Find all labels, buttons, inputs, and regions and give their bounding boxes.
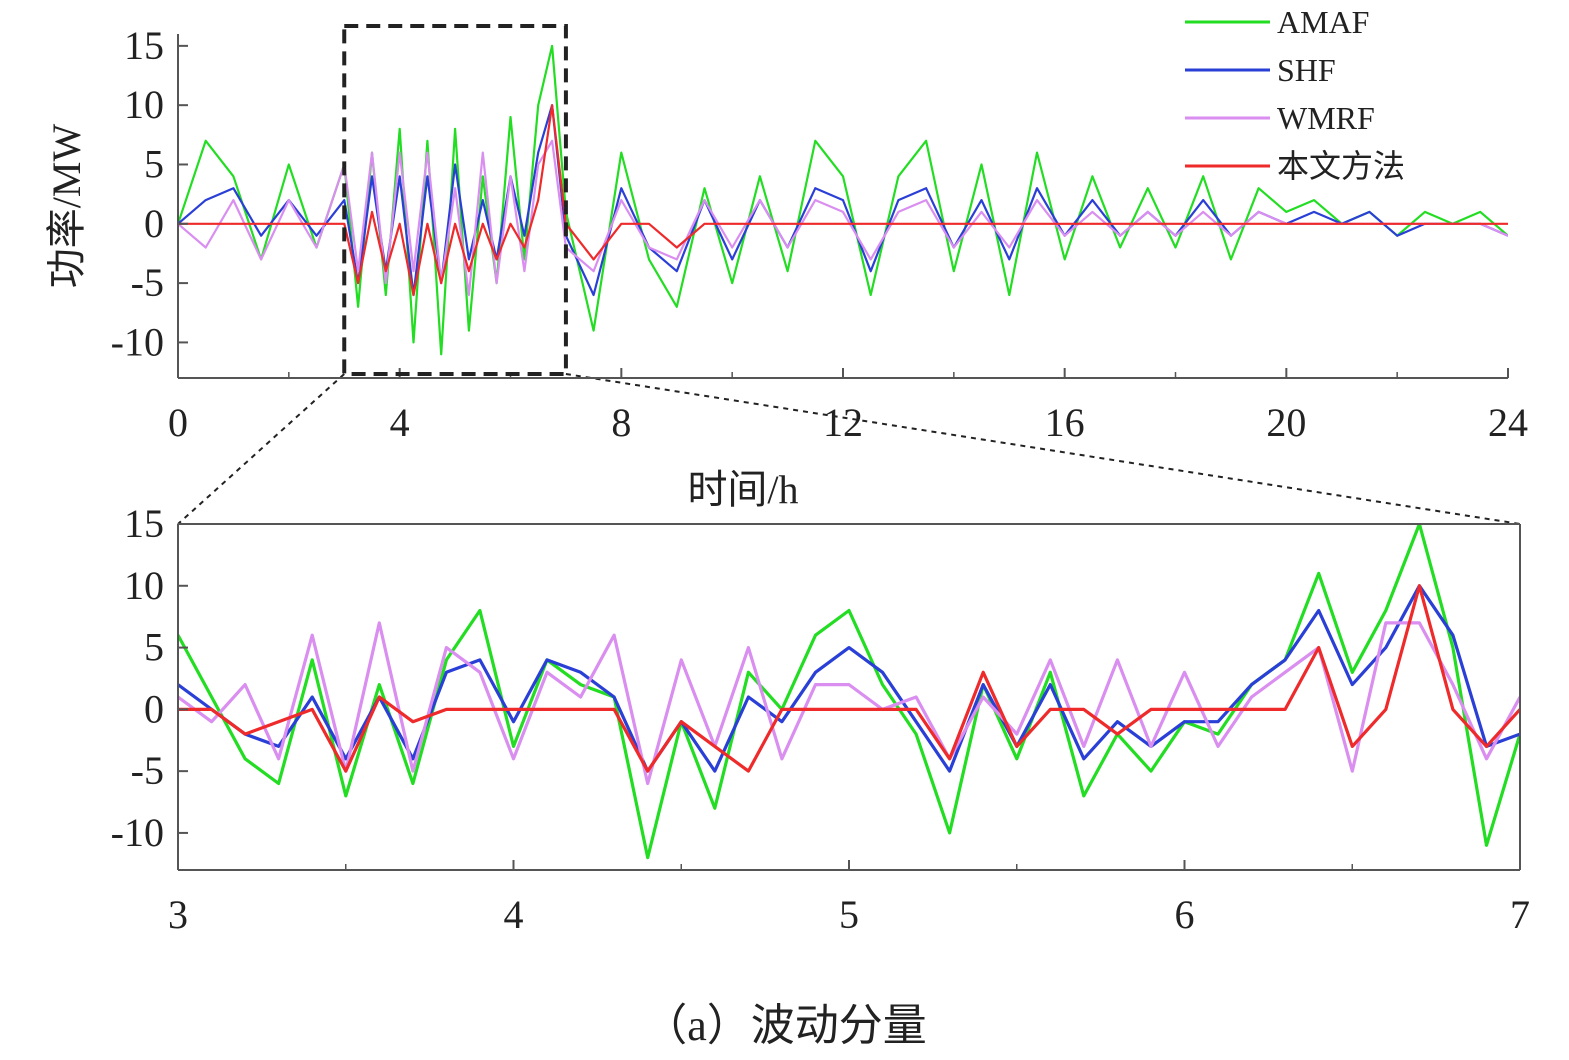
overview-series-wmrf: [178, 139, 1508, 297]
zoom-series-amaf: [178, 524, 1520, 860]
zoom-x-tick-label: 3: [168, 892, 188, 937]
overview-y-tick-label: 0: [144, 201, 164, 246]
legend: AMAF SHF WMRF 本文方法: [1185, 4, 1405, 184]
y-axis-title: 功率/MW: [44, 124, 89, 289]
overview-y-tick-label: 15: [124, 23, 164, 68]
overview-x-tick-label: 0: [168, 400, 188, 445]
zoom-y-tick-label: 15: [124, 501, 164, 546]
overview-series-series-3: [178, 104, 1508, 297]
overview-panel: 0 4 8 12 16 20 24 15 10 5 0 -5 -10 时间/h 功率/MW: [44, 23, 1528, 512]
overview-y-tick-label: -10: [111, 319, 164, 364]
overview-x-tick-label: 24: [1488, 400, 1528, 445]
zoom-x-tick-label: 6: [1175, 892, 1195, 937]
zoom-series-series-3: [178, 584, 1520, 773]
zoom-x-tick-label: 5: [839, 892, 859, 937]
zoom-y-tick-label: -10: [111, 810, 164, 855]
zoom-x-tick-label: 7: [1510, 892, 1530, 937]
overview-x-tick-label: 20: [1266, 400, 1306, 445]
legend-label-amaf: AMAF: [1277, 4, 1369, 40]
figure-caption: （a）波动分量: [643, 1001, 927, 1050]
overview-y-tick-label: 10: [124, 82, 164, 127]
zoom-x-tick-label: 4: [504, 892, 524, 937]
zoom-series-wmrf: [178, 621, 1520, 786]
overview-x-tick-label: 4: [390, 400, 410, 445]
zoom-connectors: [177, 373, 1521, 525]
zoom-y-tick-label: 10: [124, 563, 164, 608]
zoom-connector-right: [565, 373, 1521, 525]
zoom-y-tick-label: 0: [144, 686, 164, 731]
legend-label-shf: SHF: [1277, 52, 1336, 88]
overview-x-tick-label: 16: [1045, 400, 1085, 445]
overview-y-tick-label: 5: [144, 141, 164, 186]
overview-x-tick-label: 12: [823, 400, 863, 445]
zoom-series-shf: [178, 584, 1520, 773]
zoom-y-tick-label: -5: [131, 748, 164, 793]
zoom-series: [178, 524, 1520, 860]
legend-label-series-3: 本文方法: [1277, 148, 1405, 184]
x-axis-title: 时间/h: [687, 467, 798, 512]
zoom-connector-left: [177, 373, 345, 525]
zoom-y-tick-label: 5: [144, 625, 164, 670]
overview-x-tick-label: 8: [611, 400, 631, 445]
zoom-region-box: [342, 24, 568, 376]
overview-y-tick-label: -5: [131, 260, 164, 305]
zoom-panel: 3 4 5 6 7 15 10 5 0 -5 -10: [111, 501, 1530, 937]
legend-label-wmrf: WMRF: [1277, 100, 1375, 136]
overview-series: [178, 44, 1508, 356]
